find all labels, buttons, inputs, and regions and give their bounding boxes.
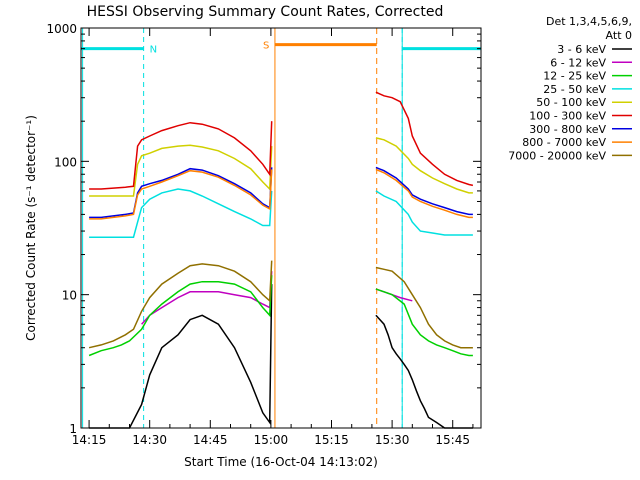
series-line-2 — [88, 275, 473, 357]
series-line-7 — [89, 168, 473, 220]
series-line-0 — [89, 284, 473, 429]
legend-label-5: 100 - 300 keV — [529, 110, 606, 123]
legend-label-3: 25 - 50 keV — [543, 83, 606, 96]
x-tick-label-4: 15:15 — [314, 433, 349, 447]
series-line-8 — [88, 260, 473, 349]
legend-label-1: 6 - 12 keV — [550, 56, 606, 69]
legend-header-line-2: Att 0 — [606, 29, 632, 42]
series-line-1 — [141, 271, 413, 325]
chart-title: HESSI Observing Summary Count Rates, Cor… — [87, 4, 444, 20]
x-axis: 14:15 14:30 14:45 15:00 15:15 15:30 15:45 — [72, 28, 474, 447]
y-tick-label-2: 100 — [54, 155, 77, 169]
legend-label-6: 300 - 800 keV — [529, 123, 606, 136]
series-line-3 — [89, 188, 473, 238]
x-tick-label-6: 15:45 — [435, 433, 470, 447]
legend-label-8: 7000 - 20000 keV — [508, 149, 606, 162]
x-tick-label-1: 14:30 — [132, 433, 167, 447]
legend-header-line-1: Det 1,3,4,5,6,9, — [546, 15, 632, 28]
y-axis: 1 10 100 1000 — [46, 22, 481, 436]
y-axis-label: Corrected Count Rate (s⁻¹ detector⁻¹) — [24, 115, 38, 341]
legend-label-7: 800 - 7000 keV — [522, 136, 606, 149]
legend-label-0: 3 - 6 keV — [557, 43, 606, 56]
x-tick-label-5: 15:30 — [375, 433, 410, 447]
plot-frame — [80, 27, 482, 429]
y-tick-label-1: 10 — [62, 289, 77, 303]
series-line-6 — [89, 166, 473, 219]
x-axis-label: Start Time (16-Oct-04 14:13:02) — [184, 455, 378, 469]
x-tick-label-3: 15:00 — [254, 433, 289, 447]
y-tick-label-3: 1000 — [46, 22, 77, 36]
x-tick-label-0: 14:15 — [72, 433, 107, 447]
legend-label-2: 12 - 25 keV — [543, 70, 606, 83]
series-line-4 — [89, 137, 473, 197]
legend-label-4: 50 - 100 keV — [536, 96, 606, 109]
series-line-5 — [89, 91, 474, 190]
x-tick-label-2: 14:45 — [193, 433, 228, 447]
night-label: N — [150, 45, 157, 56]
y-tick-label-0: 1 — [69, 422, 77, 436]
saa-label: S — [263, 41, 269, 52]
